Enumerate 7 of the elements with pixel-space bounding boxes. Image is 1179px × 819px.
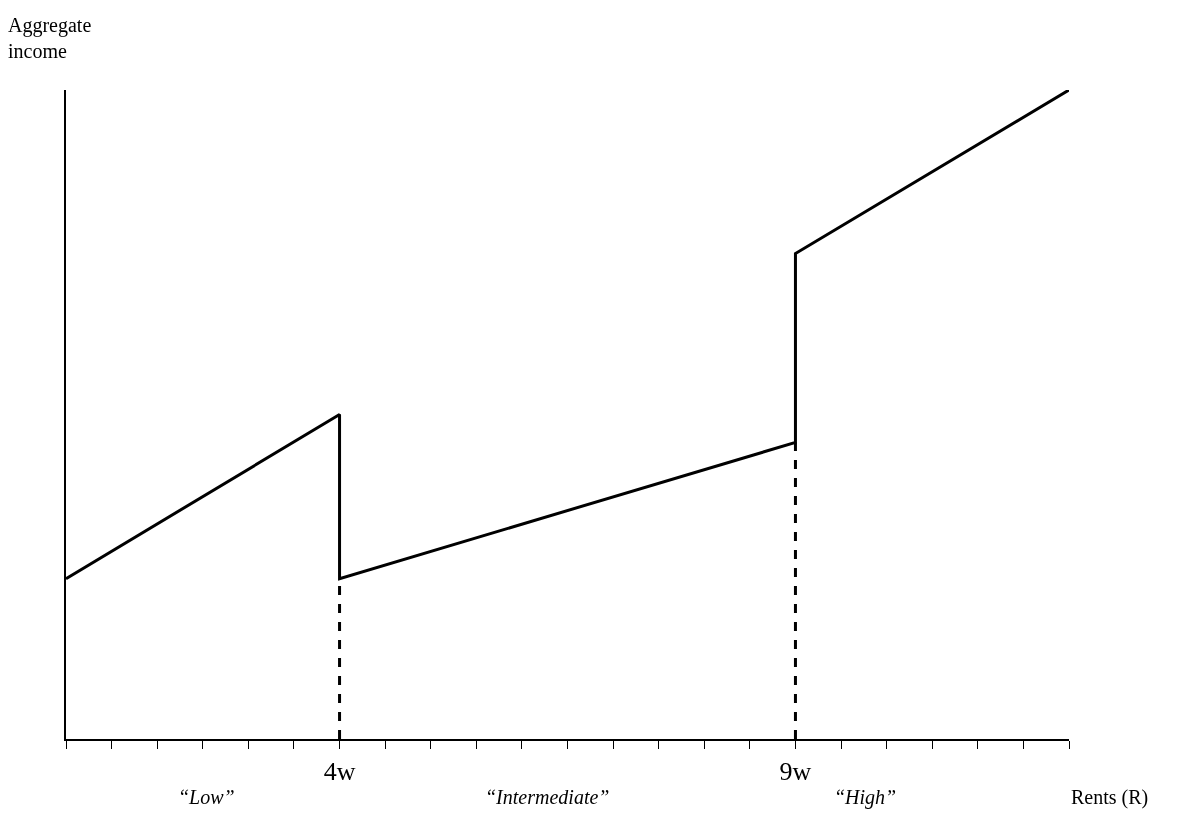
text: “High” (834, 786, 897, 809)
y-axis-title: Aggregate income (8, 14, 92, 62)
x-axis-title: Rents (R) (1071, 786, 1149, 809)
x-tick-label: 9w (779, 756, 812, 786)
text: “Intermediate” (485, 786, 610, 808)
text: “Low” (178, 786, 235, 808)
x-tick-label: 4w (323, 756, 356, 786)
